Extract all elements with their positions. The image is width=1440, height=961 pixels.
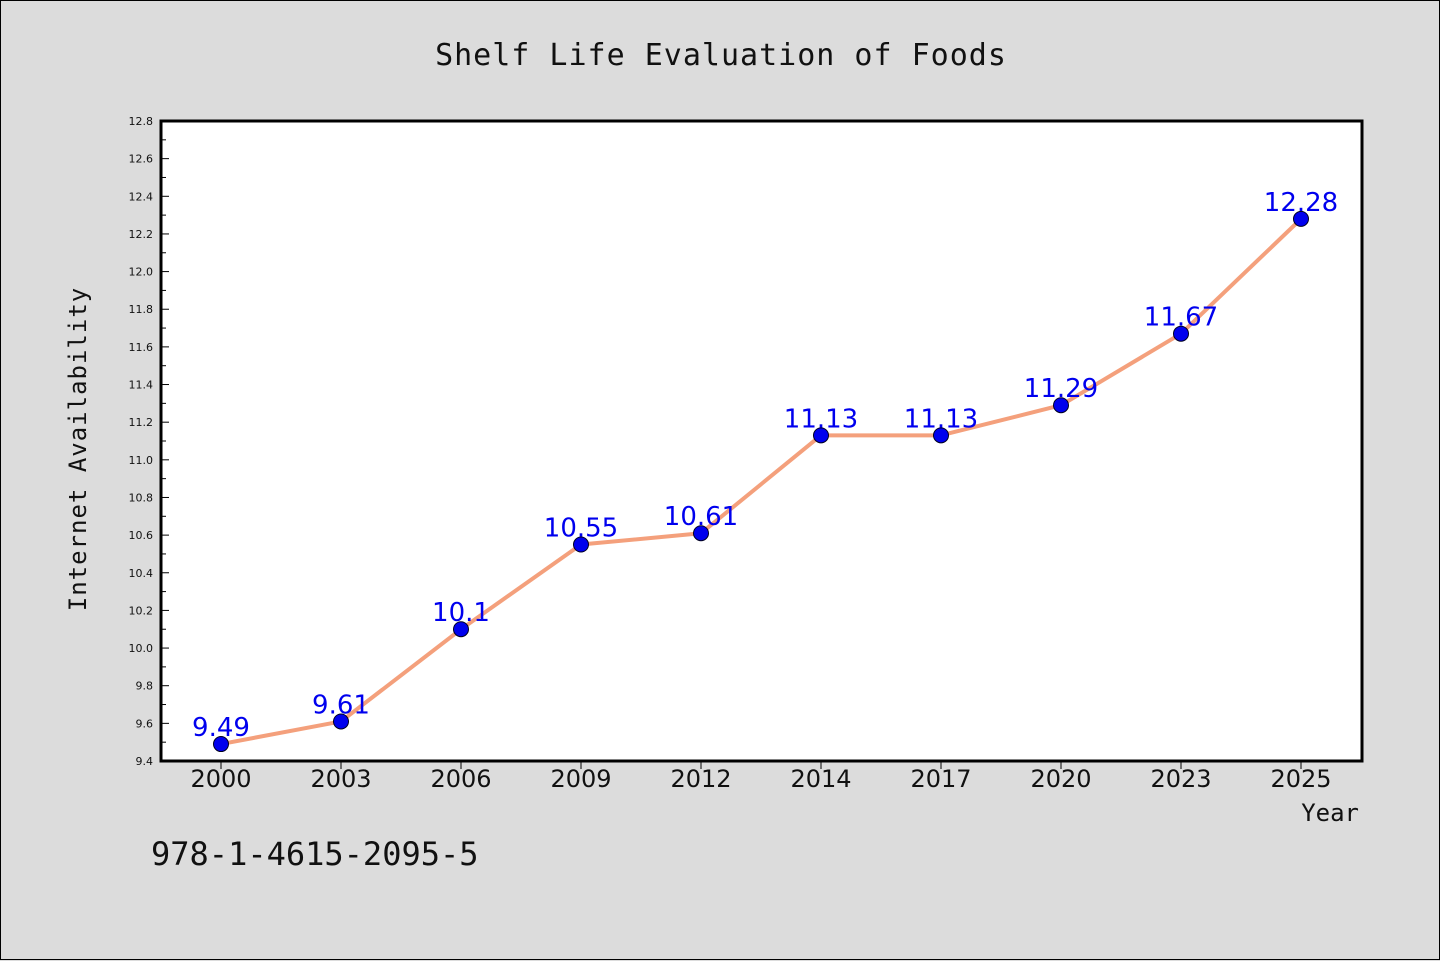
data-label: 10.55 bbox=[544, 514, 618, 544]
data-label: 10.61 bbox=[664, 502, 738, 532]
y-tick-label: 12.8 bbox=[129, 115, 154, 128]
y-tick-label: 12.0 bbox=[129, 266, 154, 279]
x-tick-label: 2020 bbox=[1030, 765, 1091, 793]
y-tick-label: 11.2 bbox=[129, 416, 154, 429]
data-point bbox=[933, 427, 949, 444]
y-axis: 9.4 9.6 9.8 10.0 10.2 10.4 10.6 10.8 11.0 11.2 11.… bbox=[129, 115, 169, 768]
plot-area bbox=[161, 121, 1362, 761]
data-point bbox=[333, 713, 349, 730]
x-tick-label: 2017 bbox=[910, 765, 971, 793]
y-tick-label: 10.8 bbox=[129, 491, 154, 504]
x-tick-label: 2014 bbox=[790, 765, 851, 793]
data-point bbox=[573, 536, 589, 553]
data-labels: 9.49 9.61 10.1 10.55 10.61 11.13 11.13 11.29 11.… bbox=[192, 188, 1338, 743]
y-tick-label: 10.0 bbox=[129, 642, 154, 655]
isbn-text: 978-1-4615-2095-5 bbox=[151, 835, 479, 873]
chart-title: Shelf Life Evaluation of Foods bbox=[435, 38, 1007, 73]
y-tick-label: 9.6 bbox=[136, 717, 154, 730]
data-point bbox=[693, 525, 709, 542]
x-tick-label: 2006 bbox=[430, 765, 491, 793]
data-label: 11.67 bbox=[1144, 303, 1218, 333]
data-point bbox=[1173, 325, 1189, 342]
x-axis: 2000 2003 2006 2009 2012 2014 2017 2020 2023 2025 bbox=[190, 761, 1332, 793]
data-point bbox=[1053, 397, 1069, 414]
series-markers bbox=[213, 210, 1309, 753]
y-tick-label: 11.6 bbox=[129, 341, 154, 354]
y-tick-label: 11.8 bbox=[129, 303, 154, 316]
x-tick-label: 2023 bbox=[1150, 765, 1211, 793]
data-point bbox=[1293, 210, 1309, 227]
data-label: 10.1 bbox=[432, 598, 490, 628]
data-label: 9.61 bbox=[312, 690, 370, 720]
data-point bbox=[453, 621, 469, 638]
y-tick-label: 12.4 bbox=[129, 190, 154, 203]
data-label: 9.49 bbox=[192, 713, 250, 743]
plot-frame bbox=[159, 119, 1364, 763]
data-label: 12.28 bbox=[1264, 188, 1338, 218]
y-tick-label: 9.8 bbox=[136, 680, 154, 693]
data-point bbox=[213, 736, 229, 753]
x-tick-label: 2012 bbox=[670, 765, 731, 793]
y-tick-label: 12.2 bbox=[129, 228, 154, 241]
data-point bbox=[813, 427, 829, 444]
data-label: 11.13 bbox=[784, 404, 858, 434]
x-tick-label: 2009 bbox=[550, 765, 611, 793]
y-tick-label: 10.2 bbox=[129, 604, 154, 617]
y-tick-label: 9.4 bbox=[136, 755, 154, 768]
y-tick-label: 10.6 bbox=[129, 529, 154, 542]
series-line bbox=[219, 216, 1303, 747]
x-tick-label: 2025 bbox=[1270, 765, 1331, 793]
y-tick-label: 10.4 bbox=[129, 567, 154, 580]
data-label: 11.13 bbox=[904, 404, 978, 434]
y-tick-label: 12.6 bbox=[129, 153, 154, 166]
data-label: 11.29 bbox=[1024, 374, 1098, 404]
x-tick-label: 2000 bbox=[190, 765, 251, 793]
y-tick-label: 11.0 bbox=[129, 454, 154, 467]
y-tick-label: 11.4 bbox=[129, 379, 154, 392]
x-tick-label: 2003 bbox=[310, 765, 371, 793]
x-axis-label: Year bbox=[1301, 799, 1359, 827]
y-axis-label: Internet Availability bbox=[64, 287, 92, 611]
